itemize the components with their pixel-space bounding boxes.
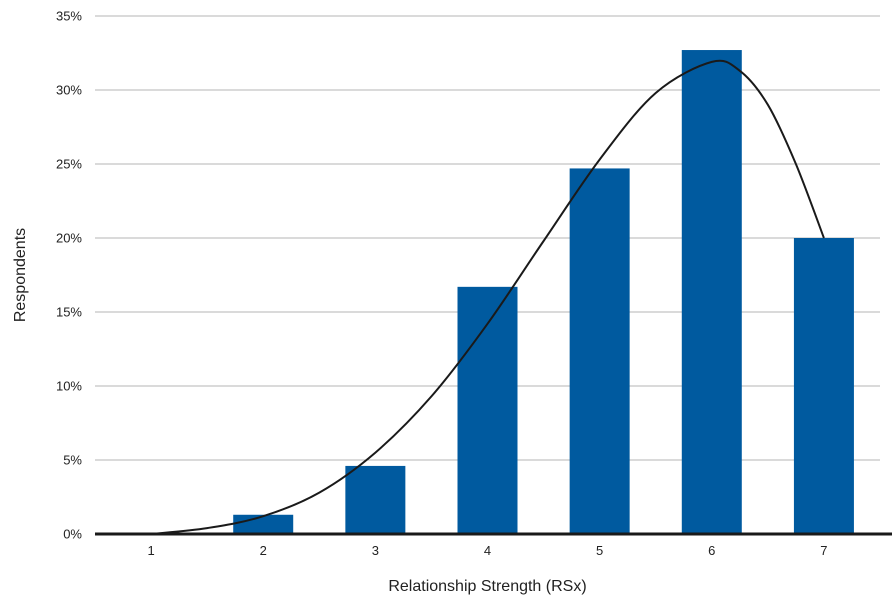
y-tick-label: 20% <box>56 231 82 246</box>
x-tick-label: 5 <box>596 543 603 558</box>
bar-2 <box>233 514 294 534</box>
x-tick-label: 7 <box>820 543 827 558</box>
y-axis-title: Respondents <box>12 228 29 322</box>
bar-5 <box>569 168 630 534</box>
bar-3 <box>345 465 406 534</box>
y-tick-label: 30% <box>56 83 82 98</box>
x-tick-label: 3 <box>372 543 379 558</box>
x-axis-title: Relationship Strength (RSx) <box>388 578 586 595</box>
y-axis-ticks: 0% 5% 10% 15% 20% 25% 30% 35% <box>56 9 82 542</box>
x-tick-label: 4 <box>484 543 491 558</box>
x-tick-label: 2 <box>260 543 267 558</box>
y-tick-label: 25% <box>56 157 82 172</box>
trend-line <box>150 59 825 535</box>
bar-4 <box>457 286 518 534</box>
trend-line-group <box>150 59 825 535</box>
bar-7 <box>793 238 854 534</box>
bar-6 <box>681 50 742 534</box>
y-tick-label: 5% <box>63 453 82 468</box>
y-tick-label: 0% <box>63 527 82 542</box>
x-axis-ticks: 1 2 3 4 5 6 7 <box>147 543 827 558</box>
x-tick-label: 6 <box>708 543 715 558</box>
y-tick-label: 15% <box>56 305 82 320</box>
x-tick-label: 1 <box>147 543 154 558</box>
y-tick-label: 35% <box>56 9 82 24</box>
y-tick-label: 10% <box>56 379 82 394</box>
bars <box>233 50 854 534</box>
